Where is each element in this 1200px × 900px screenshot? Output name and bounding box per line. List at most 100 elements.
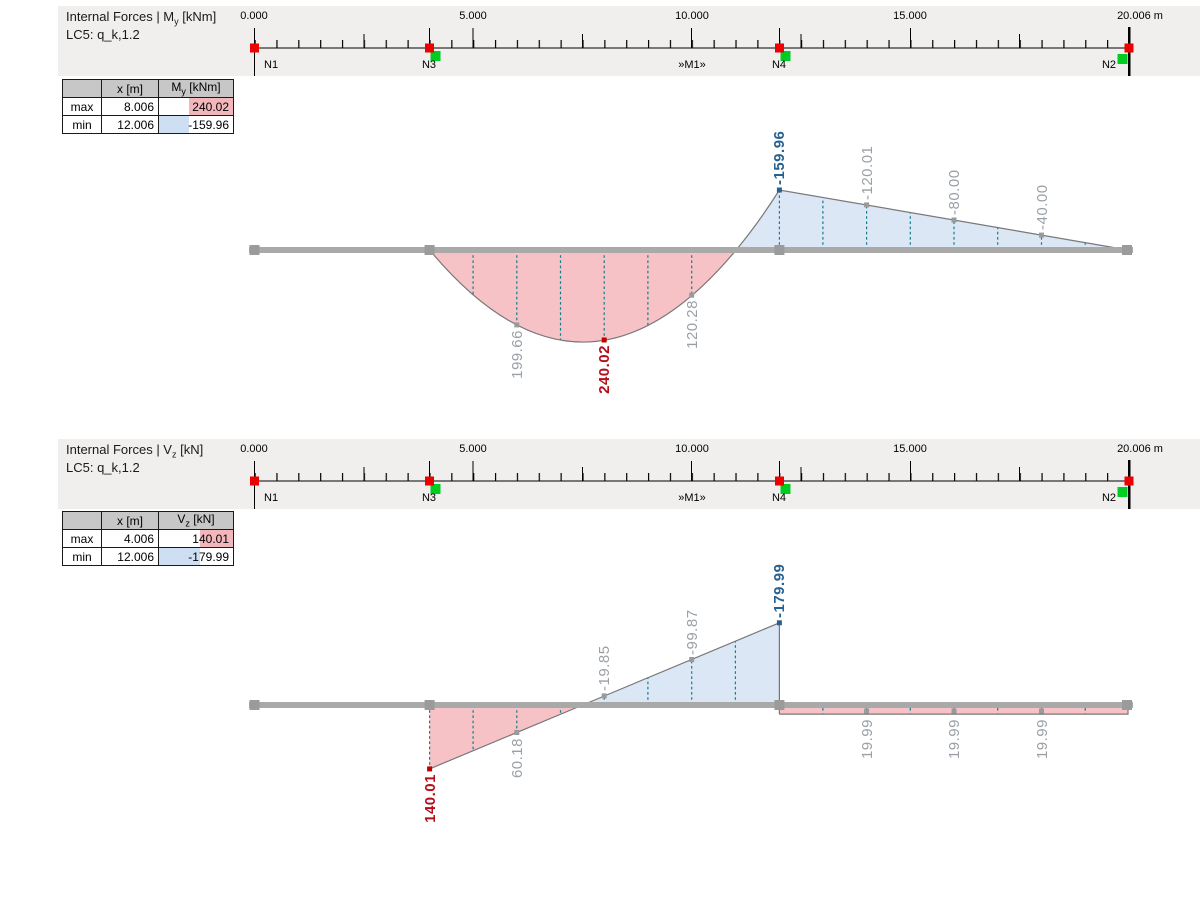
- min-x-cell: 12.006: [101, 547, 159, 566]
- max-x-cell: 8.006: [101, 97, 159, 116]
- table-row-max: max 8.006 240.02: [62, 97, 234, 116]
- node-marker-n3: [425, 43, 435, 53]
- ruler-tick-label: 5.000: [459, 10, 487, 22]
- medium-ticks: [363, 467, 1021, 481]
- value-marker: [514, 322, 520, 328]
- max-x-cell: 4.006: [101, 529, 159, 548]
- beam-node-square: [1122, 245, 1132, 255]
- moment-value-label: -80.00: [946, 169, 963, 215]
- support-marker-n4: [780, 51, 791, 61]
- table-row-min: min 12.006 -179.99: [62, 547, 234, 566]
- beam-line: [249, 702, 1133, 708]
- node-label-n1: N1: [264, 492, 279, 504]
- ruler-bottom: [250, 460, 1134, 509]
- ruler-tick-label: 10.000: [675, 10, 709, 22]
- min-magnitude-bar: [159, 548, 201, 565]
- node-label-m1: »M1»: [678, 492, 706, 504]
- support-marker-n2: [1117, 54, 1128, 64]
- table-row-max: max 4.006 140.01: [62, 529, 234, 548]
- row-label: max: [62, 529, 102, 548]
- node-marker-n1: [250, 476, 259, 486]
- node-marker-n3: [425, 476, 435, 486]
- max-value-cell: 240.02: [158, 97, 234, 116]
- node-marker-n2: [1124, 43, 1134, 53]
- ruler-tick-label: 5.000: [459, 443, 487, 455]
- table-col-x: x [m]: [101, 511, 159, 530]
- value-marker: [951, 708, 957, 714]
- beam-node-square: [249, 245, 260, 255]
- moment-result-table: x [m] My [kNm] max 8.006 240.02 min 12.0…: [62, 79, 234, 134]
- shear-strip-label: 19.99: [1033, 719, 1051, 760]
- moment-negative-area: [736, 190, 1128, 250]
- shear-value-label: -99.87: [683, 608, 701, 655]
- table-col-value: Vz [kN]: [158, 511, 234, 530]
- moment-max-label: 240.02: [596, 345, 614, 394]
- min-value-marker: [776, 187, 782, 193]
- table-header-row: x [m] Vz [kN]: [62, 511, 234, 530]
- table-corner-cell: [62, 79, 102, 98]
- node-marker-n4: [774, 43, 784, 53]
- value-marker: [951, 217, 957, 223]
- node-label-n3: N3: [421, 492, 437, 504]
- max-magnitude-bar: [188, 98, 233, 115]
- ruler-top: [250, 27, 1134, 76]
- node-marker-n2: [1124, 476, 1134, 486]
- min-x-cell: 12.006: [101, 115, 159, 134]
- support-marker-n4: [780, 484, 791, 494]
- shear-strip-label: 19.99: [946, 719, 963, 760]
- shear-hatch-lines: [429, 641, 1086, 769]
- ruler-tick-label: 15.000: [893, 10, 927, 22]
- value-marker: [1039, 232, 1044, 238]
- node-label-n1: N1: [264, 59, 279, 71]
- moment-diagram: [249, 187, 1133, 343]
- table-col-value: My [kNm]: [158, 79, 234, 98]
- beam-line: [249, 247, 1133, 253]
- value-marker: [689, 657, 695, 662]
- node-label-n4: N4: [771, 492, 787, 504]
- shear-max-label: 140.01: [421, 774, 439, 823]
- moment-hatch-lines: [472, 190, 1086, 340]
- value-marker: [1039, 708, 1044, 714]
- beam-node-square: [424, 700, 435, 710]
- ruler-tick-label: 15.000: [893, 443, 927, 455]
- table-col-x: x [m]: [101, 79, 159, 98]
- node-label-m1: »M1»: [678, 59, 706, 71]
- row-label: min: [62, 547, 102, 566]
- moment-value-label: 199.66: [508, 330, 526, 379]
- ruler-tick-label: 20.006 m: [1117, 443, 1163, 455]
- moment-panel-title: Internal Forces | My [kNm]: [66, 9, 217, 27]
- table-row-min: min 12.006 -159.96: [62, 115, 234, 134]
- beam-node-square: [1122, 700, 1132, 710]
- support-marker-n3: [430, 51, 441, 61]
- support-marker-n3: [430, 484, 441, 494]
- beam-node-square: [774, 700, 785, 710]
- moment-value-label: -40.00: [1033, 184, 1051, 230]
- beam-node-square: [774, 245, 785, 255]
- support-marker-n2: [1117, 487, 1128, 497]
- node-label-n3: N3: [421, 59, 437, 71]
- value-marker: [601, 693, 607, 699]
- node-marker-n4: [774, 476, 784, 486]
- max-value-cell: 140.01: [158, 529, 234, 548]
- shear-panel-title: Internal Forces | Vz [kN]: [66, 442, 204, 460]
- value-marker: [864, 708, 870, 714]
- ruler-tick-label: 0.000: [240, 443, 268, 455]
- max-value-marker: [601, 337, 607, 343]
- shear-min-label: -179.99: [771, 563, 789, 618]
- ruler-tick-label: 20.006 m: [1117, 10, 1163, 22]
- ruler-tick-label: 10.000: [675, 443, 709, 455]
- node-marker-n1: [250, 43, 259, 53]
- node-label-n4: N4: [771, 59, 787, 71]
- shear-value-label: -19.85: [596, 645, 614, 691]
- shear-curve-outline: [429, 621, 1129, 770]
- node-label-n2: N2: [1101, 492, 1116, 504]
- shear-panel-loadcase: LC5: q_k,1.2: [66, 460, 140, 475]
- max-magnitude-bar: [200, 530, 233, 547]
- moment-curve-outline: [429, 189, 1129, 343]
- table-corner-cell: [62, 511, 102, 530]
- shear-diagram: [249, 620, 1133, 772]
- shear-result-table: x [m] Vz [kN] max 4.006 140.01 min 12.00…: [62, 511, 234, 566]
- moment-value-label: -120.01: [858, 145, 876, 200]
